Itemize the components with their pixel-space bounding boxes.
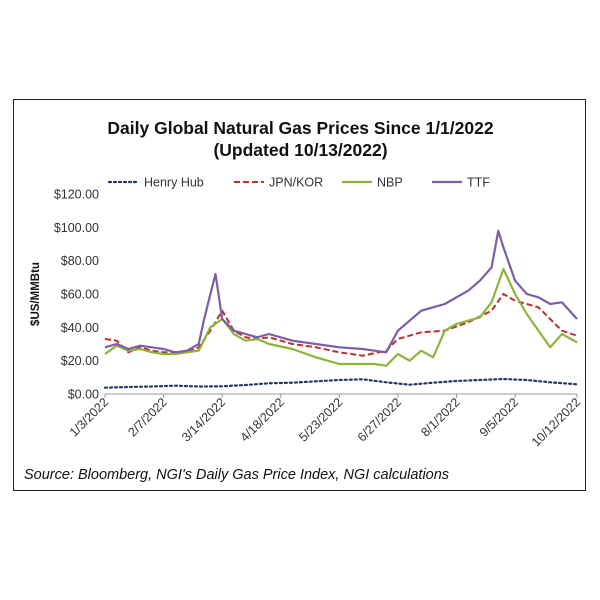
x-tick-label: 2/7/2022	[125, 395, 169, 439]
x-tick-label: 9/5/2022	[477, 395, 521, 439]
chart-title: Daily Global Natural Gas Prices Since 1/…	[14, 117, 587, 161]
x-tick-label: 3/14/2022	[179, 395, 228, 444]
x-tick-label: 5/23/2022	[296, 395, 345, 444]
x-tick-label: 8/1/2022	[418, 395, 462, 439]
x-tick-label: 10/12/2022	[529, 395, 583, 449]
chart-title-line-2: (Updated 10/13/2022)	[213, 140, 388, 160]
y-axis-label: $US/MMBtu	[30, 262, 42, 326]
y-tick-label: $60.00	[61, 288, 99, 302]
legend-label: NBP	[377, 176, 403, 190]
legend-label: JPN/KOR	[269, 176, 323, 190]
y-tick-label: $20.00	[61, 354, 99, 368]
series-line-jpn-kor	[104, 293, 578, 357]
series-line-nbp	[104, 267, 578, 367]
x-tick-label: 4/18/2022	[238, 395, 287, 444]
series-line-ttf	[104, 229, 578, 354]
line-chart: $US/MMBtu $0.00 $20.00 $40.00 $60.00 $80.00 $1…	[30, 176, 583, 450]
y-tick-label: $0.00	[68, 388, 99, 402]
chart-title-line-1: Daily Global Natural Gas Prices Since 1/…	[107, 118, 494, 138]
series-line-henry-hub	[103, 377, 579, 389]
legend-label: TTF	[467, 176, 490, 190]
x-tick-label: 6/27/2022	[355, 395, 404, 444]
source-note: Source: Bloomberg, NGI's Daily Gas Price…	[24, 467, 450, 483]
y-tick-label: $120.00	[54, 188, 99, 202]
y-tick-label: $100.00	[54, 221, 99, 235]
y-tick-label: $80.00	[61, 254, 99, 268]
x-tick-label: 1/3/2022	[67, 395, 111, 439]
y-tick-label: $40.00	[61, 321, 99, 335]
legend-label: Henry Hub	[144, 176, 204, 190]
chart-frame: Daily Global Natural Gas Prices Since 1/…	[13, 99, 586, 491]
